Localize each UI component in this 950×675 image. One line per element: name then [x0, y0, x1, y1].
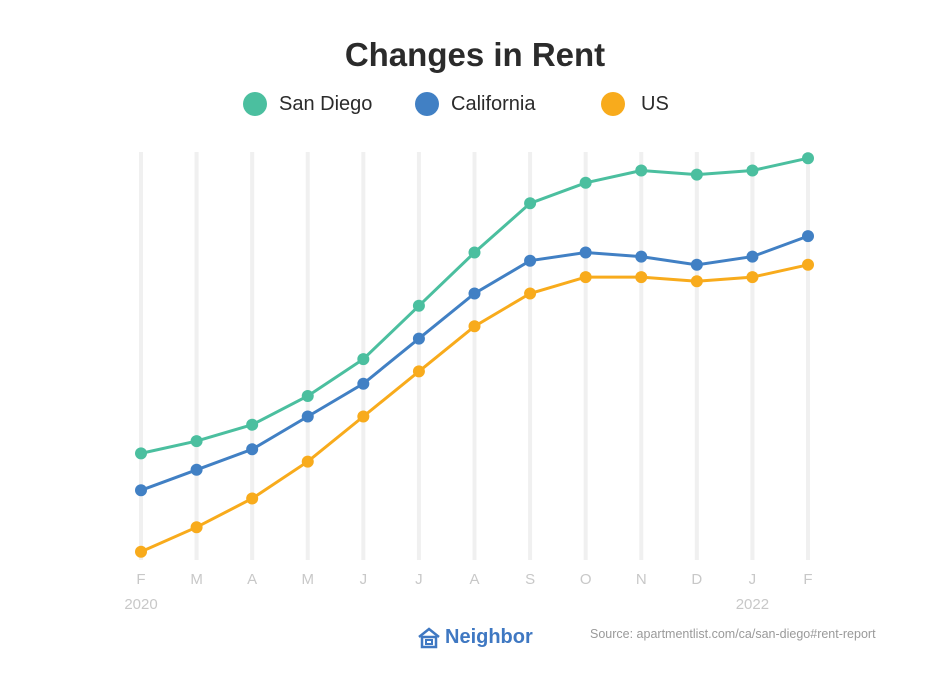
data-point	[524, 254, 537, 267]
data-point	[468, 246, 481, 259]
data-point	[746, 271, 759, 284]
data-point	[246, 443, 259, 456]
data-point	[357, 377, 370, 390]
year-label: 2022	[736, 596, 769, 613]
brand-name: Neighbor	[445, 626, 533, 648]
legend-label: California	[451, 92, 536, 115]
year-label: 2020	[124, 596, 157, 613]
data-point	[246, 492, 259, 505]
data-point	[190, 435, 203, 448]
data-point	[301, 410, 314, 423]
data-point	[246, 418, 259, 431]
legend-item-california: California	[415, 92, 535, 116]
house-icon	[418, 626, 440, 648]
x-tick-label: J	[749, 571, 757, 588]
data-point	[579, 176, 592, 189]
data-point	[190, 463, 203, 476]
x-tick-label: J	[415, 571, 423, 588]
data-point	[579, 271, 592, 284]
x-tick-label: F	[803, 571, 812, 588]
data-point	[635, 271, 648, 284]
data-point	[690, 168, 703, 181]
data-point	[135, 447, 147, 460]
data-point	[412, 365, 425, 378]
data-point	[412, 299, 425, 312]
x-tick-label: A	[469, 571, 479, 588]
source-note: Source: apartmentlist.com/ca/san-diego#r…	[590, 627, 876, 641]
data-point	[135, 545, 147, 558]
data-point	[746, 250, 759, 263]
data-point	[802, 152, 814, 165]
data-point	[468, 287, 481, 300]
legend-swatch	[601, 92, 625, 116]
data-point	[301, 390, 314, 402]
data-point	[802, 230, 814, 243]
x-tick-label: J	[360, 571, 368, 588]
legend-swatch	[243, 92, 267, 116]
x-tick-label: M	[302, 571, 315, 588]
x-tick-label: A	[247, 571, 257, 588]
x-tick-label: O	[580, 571, 592, 588]
data-point	[135, 484, 147, 497]
data-point	[635, 250, 648, 263]
chart-title: Changes in Rent	[344, 36, 606, 73]
data-point	[524, 287, 537, 300]
x-tick-label: M	[190, 571, 203, 588]
legend-item-us: US	[601, 92, 669, 116]
data-point	[690, 275, 703, 288]
legend-label: San Diego	[279, 92, 373, 115]
data-point	[301, 455, 314, 468]
data-point	[357, 353, 370, 366]
data-point	[635, 164, 648, 177]
legend-label: US	[641, 92, 669, 115]
data-point	[746, 164, 759, 177]
data-point	[190, 521, 203, 534]
data-point	[802, 258, 814, 271]
data-point	[412, 332, 425, 345]
data-point	[468, 320, 481, 333]
data-point	[690, 258, 703, 271]
neighbor-logo: Neighbor	[417, 626, 533, 649]
x-tick-label: S	[525, 571, 535, 588]
x-tick-label: D	[691, 571, 702, 588]
x-tick-label: F	[136, 571, 145, 588]
data-point	[524, 197, 537, 210]
legend-swatch	[415, 92, 439, 116]
x-tick-label: N	[636, 571, 647, 588]
legend-item-san-diego: San Diego	[243, 92, 372, 116]
data-point	[357, 410, 370, 423]
data-point	[579, 246, 592, 259]
